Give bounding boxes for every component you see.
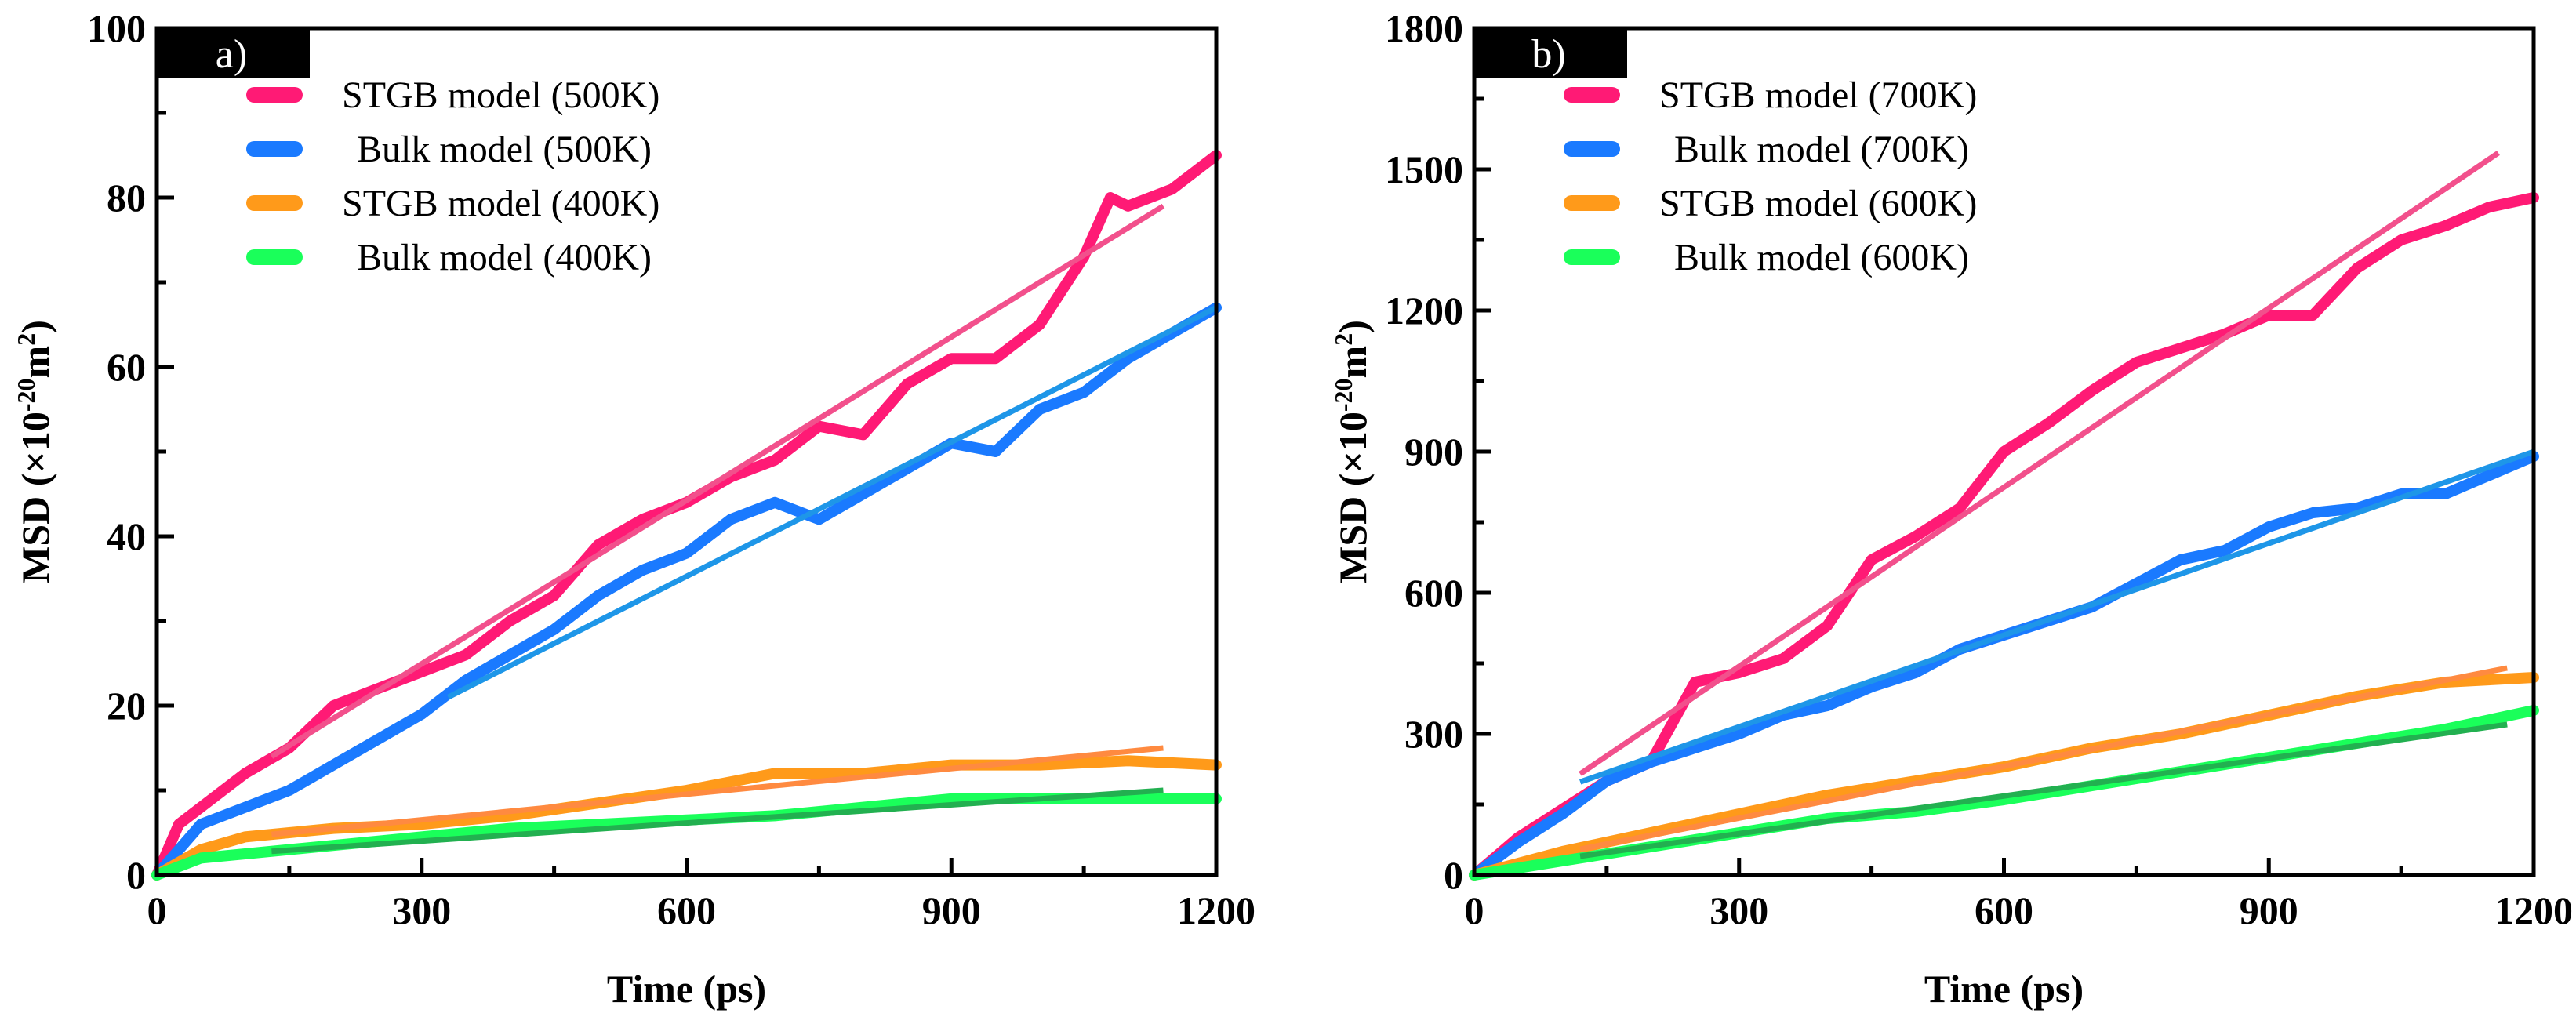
legend: STGB model (500K) Bulk model (500K) STGB m… bbox=[246, 74, 659, 278]
panel-label: b) bbox=[1531, 32, 1565, 77]
y-tick-label: 0 bbox=[126, 853, 146, 897]
y-axis-label-exp: -20 bbox=[1329, 378, 1357, 412]
y-axis-label-close: ) bbox=[13, 320, 57, 333]
series-line-1 bbox=[1469, 451, 2539, 881]
x-tick-label: 0 bbox=[1465, 888, 1484, 932]
y-axis-label-unit: m bbox=[1331, 346, 1375, 379]
y-axis-label-exp: -20 bbox=[12, 378, 40, 412]
fit-line-2 bbox=[1579, 665, 2508, 852]
legend-label-0: STGB model (500K) bbox=[342, 74, 659, 116]
y-tick-label: 1800 bbox=[1385, 6, 1463, 50]
plot-frame bbox=[154, 26, 1219, 877]
fit-line-1 bbox=[1579, 448, 2535, 785]
y-axis-label-main: MSD (×10 bbox=[1331, 412, 1375, 583]
y-axis-label-unit-exp: 2 bbox=[1329, 333, 1357, 346]
x-tick-label: 900 bbox=[2240, 888, 2298, 932]
y-tick-label: 300 bbox=[1404, 712, 1463, 756]
y-axis-label-unit-exp: 2 bbox=[12, 333, 40, 346]
y-tick-label: 40 bbox=[107, 514, 146, 558]
legend-label-3: Bulk model (600K) bbox=[1674, 237, 1969, 278]
panel-label-box bbox=[157, 28, 310, 78]
x-axis-label: Time (ps) bbox=[607, 967, 766, 1011]
y-tick-label: 1500 bbox=[1385, 147, 1463, 191]
y-tick-label: 100 bbox=[87, 6, 146, 50]
panel-label-box bbox=[1474, 28, 1627, 78]
x-tick-label: 900 bbox=[922, 888, 981, 932]
fit-line-0 bbox=[1579, 151, 2500, 776]
legend-label-3: Bulk model (400K) bbox=[357, 237, 652, 278]
y-axis-label-main: MSD (×10 bbox=[13, 412, 57, 583]
panel-b: 0 300 600 900 1200 0 300 600 900 1200 1500 1800 Time… bbox=[1329, 6, 2573, 1011]
fit-line-3 bbox=[1579, 721, 2508, 859]
x-tick-label: 300 bbox=[392, 888, 451, 932]
y-tick-label: 900 bbox=[1404, 430, 1463, 474]
y-axis-label-unit: m bbox=[13, 346, 57, 379]
y-tick-label: 20 bbox=[107, 684, 146, 728]
y-axis-label: MSD (×10-20m2) bbox=[1329, 320, 1375, 583]
legend-label-2: STGB model (600K) bbox=[1659, 183, 1977, 224]
fit-line-1 bbox=[446, 305, 1218, 700]
x-axis-label: Time (ps) bbox=[1924, 967, 2084, 1011]
legend-label-1: Bulk model (700K) bbox=[1674, 129, 1969, 170]
fit-line-2 bbox=[271, 745, 1164, 837]
y-axis-label-close: ) bbox=[1331, 320, 1375, 333]
y-tick-label: 60 bbox=[107, 345, 146, 389]
y-axis-label: MSD (×10-20m2) bbox=[12, 320, 57, 583]
panel-label: a) bbox=[216, 32, 247, 77]
x-tick-label: 600 bbox=[657, 888, 716, 932]
x-tick-label: 0 bbox=[147, 888, 167, 932]
x-tick-label: 1200 bbox=[1177, 888, 1255, 932]
fit-line-3 bbox=[271, 787, 1164, 855]
fit-line-0 bbox=[270, 203, 1165, 759]
x-tick-label: 300 bbox=[1709, 888, 1768, 932]
panel-a: 0 300 600 900 1200 0 20 40 60 80 100 Time (ps) MSD (… bbox=[12, 6, 1255, 1011]
x-tick-label: 1200 bbox=[2494, 888, 2573, 932]
legend: STGB model (700K) Bulk model (700K) STGB m… bbox=[1564, 74, 1977, 278]
series-line-1 bbox=[151, 302, 1222, 881]
y-tick-label: 0 bbox=[1444, 853, 1463, 897]
y-tick-label: 80 bbox=[107, 176, 146, 220]
legend-label-1: Bulk model (500K) bbox=[357, 129, 652, 170]
y-tick-label: 600 bbox=[1404, 571, 1463, 615]
legend-label-0: STGB model (700K) bbox=[1659, 74, 1977, 116]
y-tick-label: 1200 bbox=[1385, 289, 1463, 332]
legend-label-2: STGB model (400K) bbox=[342, 183, 659, 224]
x-tick-label: 600 bbox=[1975, 888, 2033, 932]
